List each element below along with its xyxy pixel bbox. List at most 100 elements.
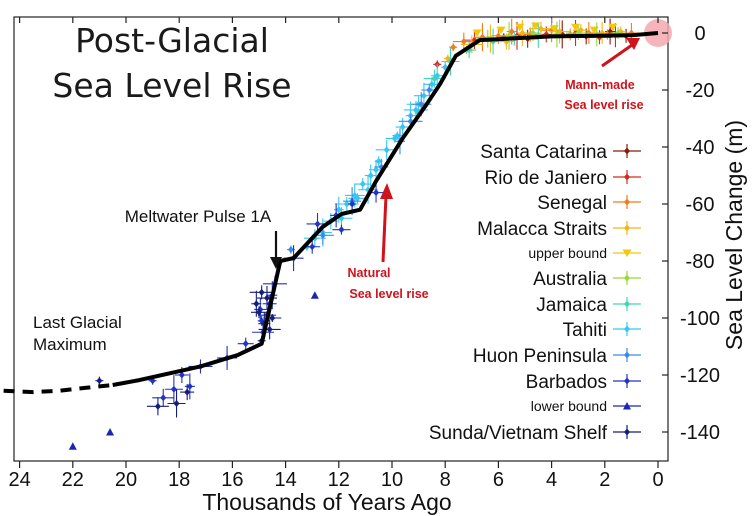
legend: Santa Catarina Rio de Janiero Senegal Malac… [429, 142, 641, 444]
legend-label: Barbados [526, 372, 607, 393]
y-tick-label: -40 [686, 137, 715, 159]
x-tick-label: 22 [62, 469, 84, 491]
data-point [266, 325, 273, 333]
data-point [375, 157, 382, 165]
data-point [309, 243, 316, 251]
mann-made-label-1: Mann-made [565, 78, 635, 92]
x-tick-label: 6 [493, 469, 504, 491]
data-point [450, 43, 457, 51]
data-point [343, 200, 350, 208]
data-point [460, 38, 467, 46]
y-tick-label: -120 [680, 365, 720, 387]
data-point [394, 132, 401, 140]
chart-title-line-2: Sea Level Rise [52, 66, 291, 105]
x-tick-label: 20 [115, 469, 137, 491]
y-tick-label: -140 [680, 422, 720, 444]
data-point [529, 29, 536, 37]
y-tick-label: -100 [680, 308, 720, 330]
legend-label: Senegal [537, 193, 607, 214]
data-point [184, 388, 191, 396]
mann-made-arrow-shaft [601, 43, 633, 68]
data-point [359, 180, 366, 188]
legend-marker [624, 325, 630, 333]
last-glacial-label-2: Maximum [33, 335, 107, 354]
data-point [106, 428, 115, 436]
data-point [519, 29, 526, 37]
trend-line-solid [112, 31, 659, 387]
data-point [383, 146, 390, 154]
data-point [263, 294, 270, 302]
y-tick-label: -80 [686, 251, 715, 273]
trend-line [3, 31, 659, 395]
legend-label: Malacca Straits [477, 219, 607, 240]
data-point [338, 226, 345, 234]
data-point [154, 402, 161, 410]
data-point [349, 200, 356, 208]
data-point [253, 300, 260, 308]
data-point [186, 382, 193, 390]
natural-arrow-shaft [381, 195, 388, 263]
x-tick-label: 14 [274, 469, 296, 491]
axis-ticks: 24 22 20 18 16 14 12 10 8 6 4 2 00-20-40-60-80-100-1… [8, 17, 720, 491]
x-tick-label: 12 [328, 469, 350, 491]
legend-marker [622, 249, 632, 257]
legend-label: Huon Peninsula [473, 346, 608, 367]
y-tick-label: -20 [686, 80, 715, 102]
data-point [420, 92, 427, 100]
y-axis-title: Sea Level Change (m) [721, 120, 747, 350]
data-point [577, 26, 584, 34]
data-point [608, 23, 618, 32]
trend-line-dashed [3, 383, 113, 395]
legend-label: Tahiti [563, 320, 607, 341]
x-tick-label: 4 [546, 469, 557, 491]
legend-marker [624, 173, 630, 181]
data-point [310, 291, 319, 299]
legend-marker [624, 377, 630, 385]
legend-marker [624, 351, 630, 359]
data-point [319, 231, 326, 239]
legend-marker [623, 402, 631, 410]
data-point [314, 220, 321, 228]
data-point [367, 172, 374, 179]
data-point [571, 23, 581, 32]
legend-marker [624, 300, 630, 308]
meltwater-pulse-arrowhead [270, 257, 282, 269]
natural-label-1: Natural [347, 266, 390, 280]
data-point [68, 442, 77, 450]
legend-label: Santa Catarina [480, 142, 607, 163]
x-tick-label: 18 [168, 469, 190, 491]
data-point [160, 394, 167, 402]
data-point [269, 314, 276, 322]
data-point [173, 400, 180, 407]
data-point [496, 26, 506, 35]
last-glacial-label-1: Last Glacial [33, 313, 122, 332]
y-tick-label: -60 [686, 194, 715, 216]
chart-title-line-1: Post-Glacial [75, 21, 269, 60]
data-point [428, 80, 435, 88]
data-point [170, 385, 177, 393]
data-point [354, 194, 361, 202]
data-point [434, 72, 441, 80]
legend-marker [624, 224, 630, 232]
natural-label-2: Sea level rise [349, 287, 428, 301]
data-point [515, 23, 525, 32]
data-point [418, 100, 425, 108]
mann-made-label-2: Sea level rise [564, 98, 643, 112]
legend-marker [624, 428, 630, 436]
legend-label: Australia [533, 269, 607, 290]
legend-marker [624, 198, 630, 206]
data-point [373, 166, 380, 174]
data-point [508, 28, 515, 36]
data-point [472, 29, 482, 37]
legend-label: upper bound [528, 245, 607, 261]
data-point [412, 106, 419, 114]
x-axis-title: Thousands of Years Ago [202, 489, 451, 515]
data-point [96, 377, 103, 385]
data-point [258, 288, 265, 296]
data-point [399, 123, 406, 131]
legend-marker [624, 147, 630, 155]
data-point [242, 340, 249, 348]
data-point [256, 308, 262, 316]
x-tick-label: 16 [221, 469, 243, 491]
